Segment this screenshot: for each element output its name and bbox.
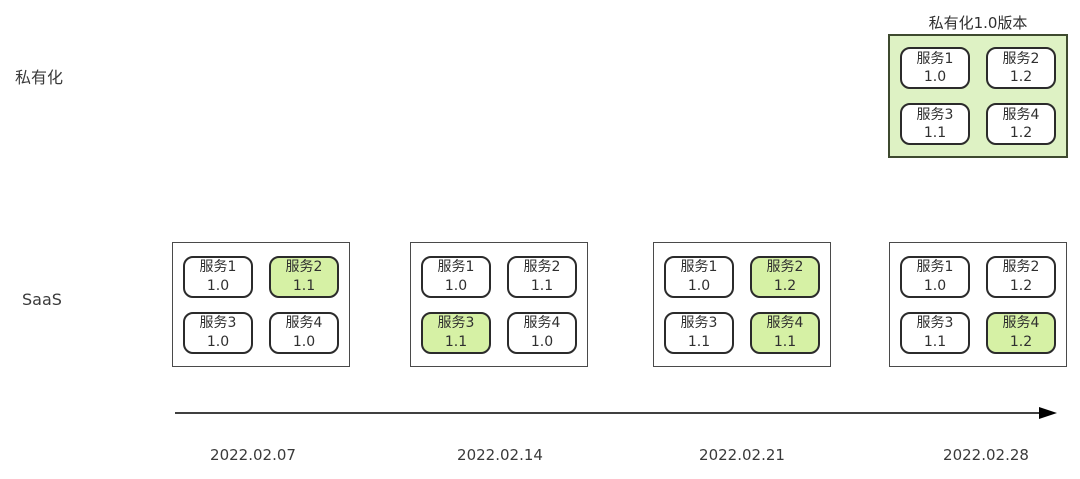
- service-name: 服务1: [916, 259, 954, 276]
- service-name: 服务2: [766, 259, 804, 276]
- service-version: 1.1: [923, 125, 947, 141]
- service-version: 1.1: [530, 277, 554, 294]
- service-version: 1.0: [923, 277, 947, 294]
- private-group-title: 私有化1.0版本: [928, 14, 1028, 32]
- service-version: 1.1: [444, 333, 468, 350]
- service-version: 1.0: [444, 277, 468, 294]
- service-node: 服务2 1.1: [269, 255, 339, 298]
- service-name: 服务2: [1002, 50, 1040, 67]
- timeline-date: 2022.02.21: [699, 446, 785, 464]
- service-version: 1.0: [206, 333, 230, 350]
- service-name: 服务1: [680, 259, 718, 276]
- service-name: 服务2: [285, 259, 323, 276]
- service-node: 服务3 1.0: [183, 311, 253, 354]
- service-version: 1.2: [1009, 333, 1033, 350]
- row-label-saas: SaaS: [22, 290, 62, 309]
- service-node: 服务3 1.1: [900, 103, 970, 145]
- service-node: 服务4 1.1: [750, 311, 820, 354]
- service-node: 服务3 1.1: [900, 311, 970, 354]
- service-node: 服务3 1.1: [664, 311, 734, 354]
- service-node: 服务1 1.0: [664, 255, 734, 298]
- service-node: 服务1 1.0: [183, 255, 253, 298]
- service-version: 1.0: [530, 333, 554, 350]
- service-version: 1.0: [206, 277, 230, 294]
- service-node: 服务1 1.0: [900, 255, 970, 298]
- service-version: 1.0: [292, 333, 316, 350]
- service-name: 服务4: [285, 315, 323, 332]
- service-node: 服务4 1.2: [986, 311, 1056, 354]
- saas-group: 服务1 1.0 服务2 1.1 服务3 1.1 服务4 1.0: [410, 242, 588, 367]
- saas-group: 服务1 1.0 服务2 1.2 服务3 1.1 服务4 1.2: [889, 242, 1067, 367]
- service-name: 服务3: [916, 315, 954, 332]
- timeline-date: 2022.02.07: [210, 446, 296, 464]
- service-name: 服务4: [1002, 106, 1040, 123]
- service-node: 服务4 1.2: [986, 103, 1056, 145]
- service-version: 1.2: [1009, 277, 1033, 294]
- service-version: 1.0: [687, 277, 711, 294]
- saas-group: 服务1 1.0 服务2 1.1 服务3 1.0 服务4 1.0: [172, 242, 350, 367]
- service-name: 服务4: [766, 315, 804, 332]
- service-node: 服务2 1.1: [507, 255, 577, 298]
- service-name: 服务4: [1002, 315, 1040, 332]
- service-version: 1.2: [1009, 125, 1033, 141]
- service-name: 服务3: [437, 315, 475, 332]
- timeline-date: 2022.02.14: [457, 446, 543, 464]
- service-version: 1.1: [923, 333, 947, 350]
- service-node: 服务1 1.0: [900, 47, 970, 89]
- service-name: 服务3: [680, 315, 718, 332]
- service-node: 服务1 1.0: [421, 255, 491, 298]
- saas-group: 服务1 1.0 服务2 1.2 服务3 1.1 服务4 1.1: [653, 242, 831, 367]
- service-node: 服务2 1.2: [986, 47, 1056, 89]
- service-version: 1.1: [773, 333, 797, 350]
- private-group-container: 服务1 1.0 服务2 1.2 服务3 1.1 服务4 1.2: [888, 34, 1068, 158]
- service-name: 服务2: [1002, 259, 1040, 276]
- row-label-private: 私有化: [15, 68, 64, 87]
- service-node: 服务3 1.1: [421, 311, 491, 354]
- service-node: 服务2 1.2: [986, 255, 1056, 298]
- service-version: 1.2: [773, 277, 797, 294]
- service-name: 服务2: [523, 259, 561, 276]
- service-node: 服务2 1.2: [750, 255, 820, 298]
- service-version: 1.0: [923, 69, 947, 85]
- service-name: 服务1: [916, 50, 954, 67]
- timeline-arrow: [175, 407, 1057, 419]
- service-version: 1.1: [292, 277, 316, 294]
- service-node: 服务4 1.0: [507, 311, 577, 354]
- service-version: 1.1: [687, 333, 711, 350]
- service-name: 服务1: [437, 259, 475, 276]
- service-name: 服务4: [523, 315, 561, 332]
- timeline-date: 2022.02.28: [943, 446, 1029, 464]
- service-name: 服务3: [916, 106, 954, 123]
- service-name: 服务1: [199, 259, 237, 276]
- service-version: 1.2: [1009, 69, 1033, 85]
- service-name: 服务3: [199, 315, 237, 332]
- service-node: 服务4 1.0: [269, 311, 339, 354]
